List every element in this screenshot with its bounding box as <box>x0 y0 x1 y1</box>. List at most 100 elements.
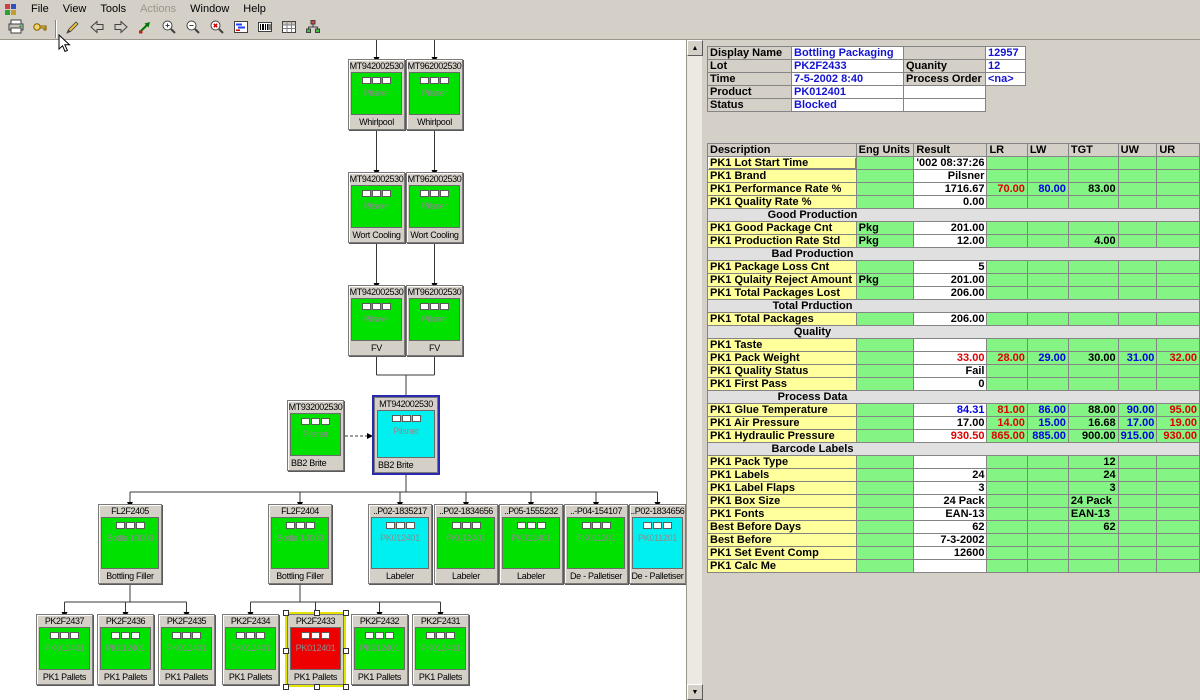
lw-cell[interactable] <box>1026 169 1069 183</box>
tgt-cell[interactable] <box>1067 546 1119 560</box>
lot-node-pk2f2437[interactable]: PK2F2437 PK012401 PK1 Pallets <box>36 614 93 685</box>
ur-cell[interactable] <box>1156 338 1200 352</box>
tgt-cell[interactable]: 4.00 <box>1067 234 1119 248</box>
res-cell[interactable]: 206.00 <box>913 286 988 300</box>
grid-button[interactable] <box>277 18 300 39</box>
lr-cell[interactable] <box>986 156 1028 170</box>
description-cell[interactable]: PK1 Pack Type <box>707 455 857 469</box>
tgt-cell[interactable]: 83.00 <box>1067 182 1119 196</box>
menu-file[interactable]: File <box>31 3 49 15</box>
uw-cell[interactable] <box>1117 260 1158 274</box>
edit-pencil-button[interactable] <box>61 18 84 39</box>
lw-cell[interactable] <box>1026 221 1069 235</box>
selection-handle[interactable] <box>343 647 349 654</box>
tgt-cell[interactable]: EAN-13 <box>1067 507 1119 521</box>
tgt-cell[interactable]: 3 <box>1067 481 1119 495</box>
info-value[interactable]: Bottling Packaging <box>791 46 904 60</box>
lw-cell[interactable] <box>1026 156 1069 170</box>
tgt-cell[interactable] <box>1067 221 1119 235</box>
eng-units-cell[interactable] <box>855 416 915 430</box>
menu-view[interactable]: View <box>62 3 87 15</box>
tgt-cell[interactable]: 88.00 <box>1067 403 1119 417</box>
ur-cell[interactable] <box>1156 195 1200 209</box>
uw-cell[interactable] <box>1117 481 1158 495</box>
lot-node-mt962002530[interactable]: MT962002530 Pilsner FV <box>406 285 463 356</box>
eng-units-cell[interactable] <box>855 468 915 482</box>
zoom-off-button[interactable] <box>205 18 228 39</box>
uw-cell[interactable] <box>1117 546 1158 560</box>
menu-help[interactable]: Help <box>243 3 266 15</box>
lw-cell[interactable] <box>1026 377 1069 391</box>
ur-cell[interactable]: 95.00 <box>1156 403 1200 417</box>
ur-cell[interactable]: 32.00 <box>1156 351 1200 365</box>
tgt-cell[interactable] <box>1067 286 1119 300</box>
info-value[interactable]: Blocked <box>791 98 904 112</box>
lw-cell[interactable] <box>1026 520 1069 534</box>
eng-units-cell[interactable] <box>855 338 915 352</box>
uw-cell[interactable] <box>1117 520 1158 534</box>
res-cell[interactable]: EAN-13 <box>913 507 988 521</box>
zoom-in-button[interactable] <box>157 18 180 39</box>
res-cell[interactable]: 7-3-2002 <box>913 533 988 547</box>
res-cell[interactable] <box>913 455 988 469</box>
print-button[interactable] <box>4 18 27 39</box>
description-cell[interactable]: PK1 Performance Rate % <box>707 182 857 196</box>
selection-handle[interactable] <box>343 684 349 690</box>
description-cell[interactable]: PK1 Label Flaps <box>707 481 857 495</box>
tgt-cell[interactable] <box>1067 312 1119 326</box>
res-cell[interactable]: 62 <box>913 520 988 534</box>
ur-cell[interactable] <box>1156 520 1200 534</box>
selection-handle[interactable] <box>283 684 289 690</box>
description-cell[interactable]: PK1 Qulaity Reject Amount <box>707 273 857 287</box>
lot-node-pk2f2433[interactable]: PK2F2433 PK012401 PK1 Pallets <box>283 610 349 690</box>
lw-cell[interactable]: 15.00 <box>1026 416 1069 430</box>
back-arrow-button[interactable] <box>85 18 108 39</box>
res-cell[interactable]: Fail <box>913 364 988 378</box>
ur-cell[interactable] <box>1156 221 1200 235</box>
lr-cell[interactable] <box>986 520 1028 534</box>
uw-cell[interactable] <box>1117 221 1158 235</box>
eng-units-cell[interactable] <box>855 286 915 300</box>
lw-cell[interactable] <box>1026 533 1069 547</box>
eng-units-cell[interactable]: Pkg <box>855 221 915 235</box>
ur-cell[interactable] <box>1156 481 1200 495</box>
lot-node-pk2f2432[interactable]: PK2F2432 PK012401 PK1 Pallets <box>351 614 408 685</box>
tgt-cell[interactable]: 16.68 <box>1067 416 1119 430</box>
lw-cell[interactable]: 86.00 <box>1026 403 1069 417</box>
lot-node-p021834656[interactable]: ..P02-1834656 PK012401 Labeler <box>434 504 498 584</box>
res-cell[interactable]: 17.00 <box>913 416 988 430</box>
ur-cell[interactable] <box>1156 559 1200 573</box>
vertical-scrollbar[interactable]: ▲ ▼ <box>686 40 703 700</box>
eng-units-cell[interactable] <box>855 520 915 534</box>
eng-units-cell[interactable] <box>855 351 915 365</box>
tgt-cell[interactable]: 62 <box>1067 520 1119 534</box>
description-cell[interactable]: PK1 Fonts <box>707 507 857 521</box>
lw-cell[interactable] <box>1026 546 1069 560</box>
tgt-cell[interactable] <box>1067 169 1119 183</box>
lr-cell[interactable] <box>986 312 1028 326</box>
lw-cell[interactable] <box>1026 455 1069 469</box>
uw-cell[interactable] <box>1117 507 1158 521</box>
lot-node-fl2f2404[interactable]: FL2F2404 Bottle 10003 Bottling Filler <box>268 504 332 584</box>
eng-units-cell[interactable] <box>855 169 915 183</box>
res-cell[interactable]: 930.50 <box>913 429 988 443</box>
description-cell[interactable]: PK1 Hydraulic Pressure <box>707 429 857 443</box>
lr-cell[interactable] <box>986 377 1028 391</box>
info-value[interactable]: 12957 <box>985 46 1026 60</box>
ur-cell[interactable]: 930.00 <box>1156 429 1200 443</box>
description-cell[interactable]: PK1 Labels <box>707 468 857 482</box>
uw-cell[interactable] <box>1117 377 1158 391</box>
tgt-cell[interactable] <box>1067 338 1119 352</box>
ur-cell[interactable] <box>1156 364 1200 378</box>
tree-button[interactable] <box>301 18 324 39</box>
lr-cell[interactable]: 865.00 <box>986 429 1028 443</box>
selection-handle[interactable] <box>313 610 320 616</box>
res-cell[interactable]: 5 <box>913 260 988 274</box>
description-cell[interactable]: PK1 Quality Rate % <box>707 195 857 209</box>
info-value[interactable]: 12 <box>985 59 1026 73</box>
drilldown-button[interactable] <box>133 18 156 39</box>
uw-cell[interactable] <box>1117 156 1158 170</box>
description-cell[interactable]: PK1 Air Pressure <box>707 416 857 430</box>
lr-cell[interactable] <box>986 481 1028 495</box>
info-value[interactable] <box>903 98 986 112</box>
